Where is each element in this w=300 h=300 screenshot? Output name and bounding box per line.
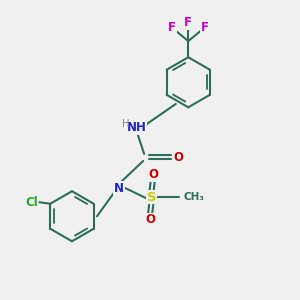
Text: S: S	[147, 190, 156, 204]
Text: F: F	[200, 21, 208, 34]
Text: NH: NH	[127, 122, 147, 134]
Text: CH₃: CH₃	[184, 192, 205, 202]
Text: Cl: Cl	[25, 196, 38, 209]
Text: O: O	[145, 213, 155, 226]
Text: O: O	[174, 151, 184, 164]
Text: N: N	[114, 182, 124, 195]
Text: O: O	[148, 168, 158, 181]
Text: F: F	[168, 21, 176, 34]
Text: F: F	[184, 16, 192, 29]
Text: H: H	[122, 119, 129, 129]
